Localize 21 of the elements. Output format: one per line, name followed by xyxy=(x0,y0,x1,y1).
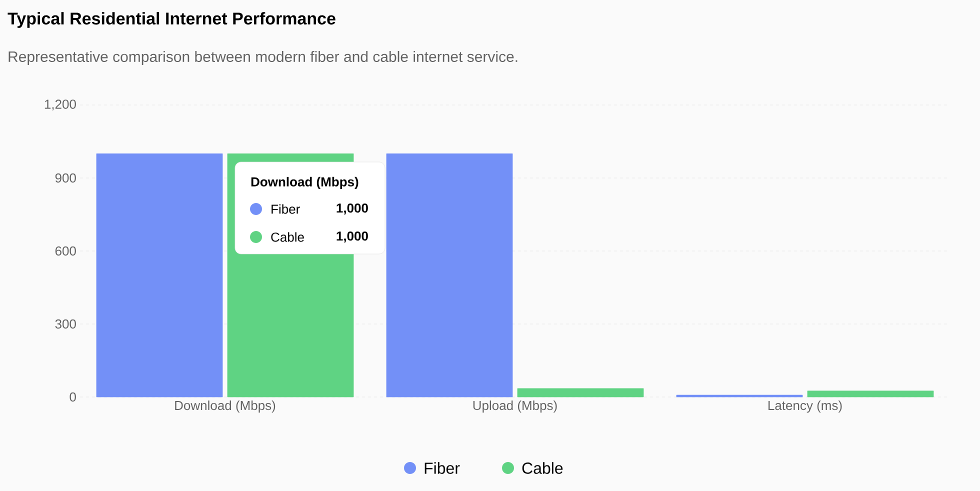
x-tick-label: Upload (Mbps) xyxy=(473,400,557,413)
legend-label: Cable xyxy=(522,462,563,474)
bar xyxy=(517,388,644,398)
y-tick-label: 0 xyxy=(70,392,76,402)
x-tick-label: Latency (ms) xyxy=(768,400,842,413)
legend-label: Fiber xyxy=(424,462,460,474)
y-tick-label: 600 xyxy=(55,246,76,256)
bar xyxy=(807,390,934,398)
y-tick-label: 300 xyxy=(55,319,76,329)
annotation: Download (Mbps) xyxy=(251,176,358,190)
chart-title: Typical Residential Internet Performance xyxy=(8,12,336,28)
bar xyxy=(386,153,513,398)
annotation: 1,000 xyxy=(336,203,368,215)
chart-subtitle: Representative comparison between modern fiber and cable internet service. xyxy=(8,51,518,65)
bar xyxy=(96,153,223,398)
annotation: 1,000 xyxy=(336,231,368,243)
y-tick-label: 1,200 xyxy=(44,100,76,110)
annotation: Fiber xyxy=(272,204,300,214)
annotation: Cable xyxy=(271,232,304,242)
x-tick-label: Download (Mbps) xyxy=(175,400,276,413)
y-tick-label: 900 xyxy=(55,173,76,183)
